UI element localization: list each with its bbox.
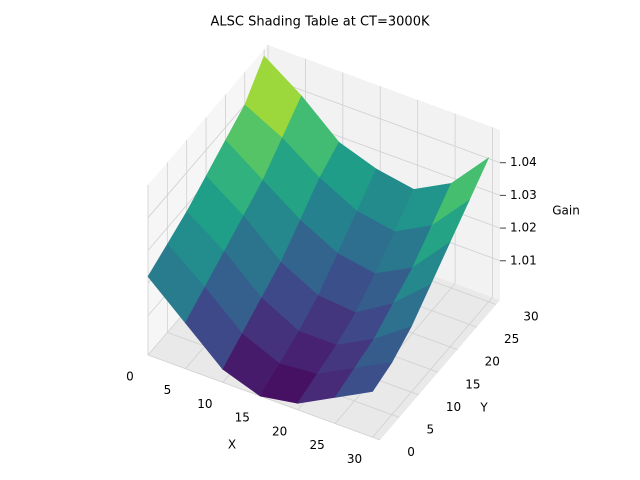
chart-title: ALSC Shading Table at CT=3000K (210, 15, 429, 30)
x-tick-label: 20 (272, 424, 287, 438)
y-tick-label: 5 (427, 422, 435, 436)
grid-line (147, 354, 381, 441)
surface-patch (334, 361, 393, 398)
y-axis-label: Y (479, 401, 488, 415)
x-tick-label: 15 (235, 411, 250, 425)
z-tick-label: 1.02 (510, 221, 537, 235)
x-axis-label: X (228, 438, 236, 452)
x-tick-label: 5 (164, 383, 172, 397)
y-tick-label: 15 (465, 377, 480, 391)
y-tick-label: 0 (407, 445, 415, 459)
y-tick-label: 10 (446, 400, 461, 414)
x-tick-label: 25 (309, 438, 324, 452)
z-tick-label: 1.04 (510, 155, 537, 169)
z-axis-label: Gain (552, 204, 580, 218)
z-tick-label: 1.01 (510, 253, 537, 267)
y-tick-label: 25 (504, 332, 519, 346)
y-tick-label: 20 (485, 355, 500, 369)
y-tick-label: 30 (523, 310, 538, 324)
z-tick-label: 1.03 (510, 188, 537, 202)
x-tick-label: 10 (197, 397, 212, 411)
x-tick-label: 30 (347, 452, 362, 466)
grid-line (267, 77, 501, 164)
grid-line (372, 296, 493, 438)
x-tick-label: 0 (126, 370, 134, 384)
